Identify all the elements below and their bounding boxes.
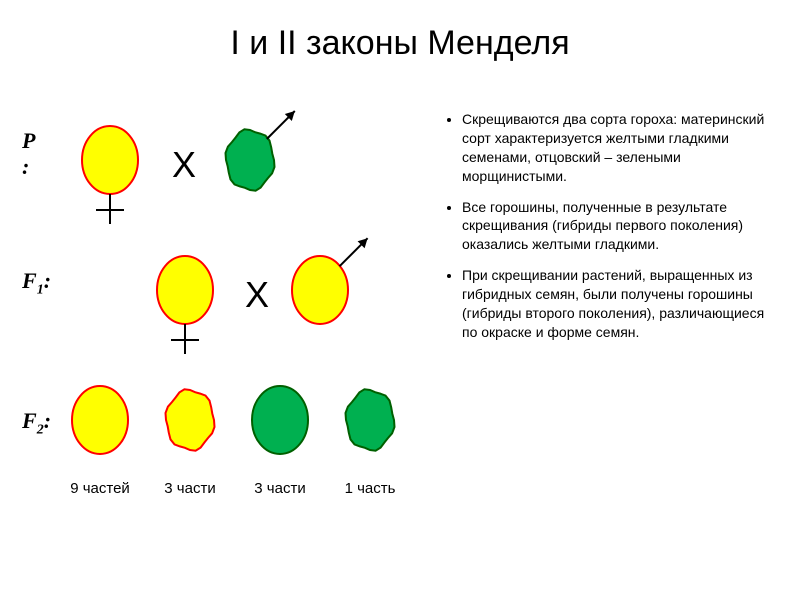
bullets-ul: Скрещиваются два сорта гороха: материнск… <box>440 110 780 342</box>
bullet-list: Скрещиваются два сорта гороха: материнск… <box>440 110 780 354</box>
bullet-item: При скрещивании растений, выращенных из … <box>462 266 780 342</box>
generation-f1-label: F1: <box>22 268 51 298</box>
content-area: P:XF1:XF2:9 частей3 части3 части1 часть … <box>0 90 800 600</box>
genetics-diagram: P: X F1: X F2: 9 частей 3 части 3 части 1 часть <box>0 90 430 570</box>
seed-shape <box>292 256 348 324</box>
ratio-label: 1 часть <box>335 480 405 497</box>
seed-shape <box>82 126 138 194</box>
slide-title: I и II законы Менделя <box>0 0 800 63</box>
ratio-label: 9 частей <box>65 480 135 497</box>
seed-shape <box>252 386 308 454</box>
bullet-item: Скрещиваются два сорта гороха: материнск… <box>462 110 780 186</box>
green-wrinkled-seed <box>346 389 395 450</box>
seed-shape <box>346 389 395 450</box>
generation-p-label: P: <box>22 128 35 180</box>
diagram-svg <box>0 90 430 570</box>
bullet-item: Все горошины, полученные в результате ск… <box>462 198 780 255</box>
seed-shape <box>166 389 215 450</box>
yellow-smooth-seed <box>82 126 138 224</box>
yellow-smooth-seed <box>157 256 213 354</box>
ratio-label: 3 части <box>245 480 315 497</box>
ratio-label: 3 части <box>155 480 225 497</box>
cross-symbol: X <box>245 274 269 316</box>
slide: I и II законы Менделя P: X F1: X F2: 9 частей… <box>0 0 800 600</box>
generation-f2-label: F2: <box>22 408 51 438</box>
yellow-smooth-seed <box>72 386 128 454</box>
green-wrinkled-seed <box>226 111 295 191</box>
yellow-smooth-seed <box>292 238 368 324</box>
cross-symbol: X <box>172 144 196 186</box>
seed-shape <box>157 256 213 324</box>
green-smooth-seed <box>252 386 308 454</box>
yellow-wrinkled-seed <box>166 389 215 450</box>
seed-shape <box>72 386 128 454</box>
